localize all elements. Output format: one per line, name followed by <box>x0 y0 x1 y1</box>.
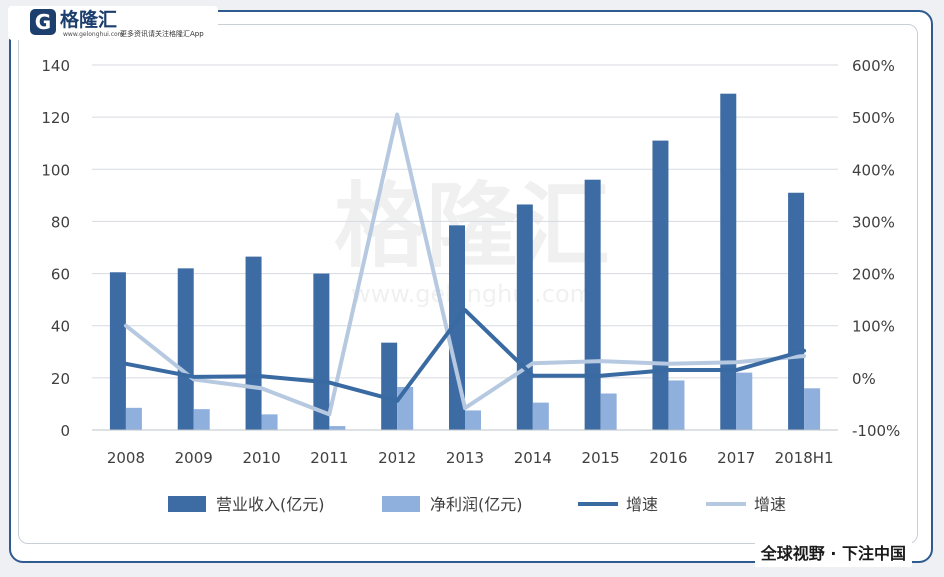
revenue-bar <box>381 342 398 430</box>
x-tick-label: 2011 <box>310 449 348 467</box>
watermark-text: 格隆汇 <box>334 173 610 280</box>
legend-swatch <box>168 496 206 512</box>
legend-label: 增速 <box>754 495 786 514</box>
y2-tick-label: 300% <box>852 213 895 231</box>
revenue-bar <box>109 272 126 430</box>
x-tick-label: 2012 <box>378 449 416 467</box>
brand-logo: G 格隆汇 www.gelonghui.com 更多资讯请关注格隆汇App <box>8 6 218 40</box>
x-tick-label: 2009 <box>175 449 213 467</box>
y-tick-label: 80 <box>51 213 70 231</box>
revenue-bar <box>177 268 194 430</box>
y2-tick-label: 600% <box>852 57 895 75</box>
watermark: 格隆汇 www.gelonghui.com <box>334 173 610 308</box>
y-tick-label: 140 <box>41 57 70 75</box>
profit-bar <box>329 426 346 430</box>
y2-tick-label: 100% <box>852 318 895 336</box>
y2-tick-label: 0% <box>852 370 876 388</box>
revenue-bar <box>788 192 805 430</box>
legend-label: 净利润(亿元) <box>430 495 523 514</box>
x-tick-label: 2014 <box>514 449 552 467</box>
y-tick-label: 100 <box>41 161 70 179</box>
right-axis: -100% 0% 100% 200% 300% 400% 500% 600% <box>852 57 900 440</box>
profit-bar <box>261 414 278 430</box>
y2-tick-label: 500% <box>852 109 895 127</box>
x-tick-label: 2018H1 <box>775 449 834 467</box>
profit-bar <box>804 388 821 430</box>
profit-bar <box>532 402 549 430</box>
profit-bar <box>125 407 142 430</box>
profit-bar <box>465 410 481 430</box>
left-axis: 0 20 40 60 80 100 120 140 <box>41 57 70 440</box>
x-tick-label: 2010 <box>242 449 280 467</box>
revenue-bar <box>720 93 737 430</box>
legend-label: 增速 <box>626 495 658 514</box>
x-tick-label: 2015 <box>582 449 620 467</box>
revenue-bar <box>313 273 330 430</box>
y-tick-label: 60 <box>51 266 70 284</box>
x-tick-label: 2013 <box>446 449 484 467</box>
chart-panel <box>18 24 918 544</box>
legend: 营业收入(亿元) 净利润(亿元) 增速 增速 <box>168 495 786 514</box>
y2-tick-label: 200% <box>852 266 895 284</box>
y-tick-label: 0 <box>60 422 70 440</box>
growth-line-2 <box>123 112 807 417</box>
growth-lines <box>123 112 807 417</box>
revenue-bar <box>449 225 465 430</box>
footer-slogan: 全球视野 · 下注中国 <box>754 541 912 567</box>
revenue-bar <box>245 256 262 430</box>
logo-slogan: 更多资讯请关注格隆汇App <box>120 30 204 38</box>
revenue-bar <box>584 179 601 430</box>
revenue-bar <box>516 204 533 430</box>
y-tick-label: 20 <box>51 370 70 388</box>
legend-label: 营业收入(亿元) <box>216 495 325 514</box>
bars <box>109 93 821 430</box>
profit-bar <box>736 372 753 430</box>
legend-swatch <box>382 496 420 512</box>
y2-tick-label: 400% <box>852 161 895 179</box>
x-tick-label: 2017 <box>717 449 755 467</box>
x-tick-label: 2008 <box>107 449 145 467</box>
profit-bar <box>600 393 617 430</box>
x-tick-label: 2016 <box>649 449 687 467</box>
profit-bar <box>193 409 210 430</box>
y2-tick-label: -100% <box>852 422 900 440</box>
logo-name: 格隆汇 <box>60 9 118 31</box>
revenue-bar <box>652 140 669 430</box>
y-tick-label: 120 <box>41 109 70 127</box>
logo-mark-icon: G <box>30 9 56 35</box>
profit-bar <box>668 380 685 430</box>
y-tick-label: 40 <box>51 318 70 336</box>
logo-domain: www.gelonghui.com <box>63 31 124 38</box>
x-axis: 2008 2009 2010 2011 2012 2013 2014 2015 2016 2017… <box>92 429 838 467</box>
growth-line-1 <box>123 308 807 403</box>
watermark-url: www.gelonghui.com <box>351 280 593 308</box>
